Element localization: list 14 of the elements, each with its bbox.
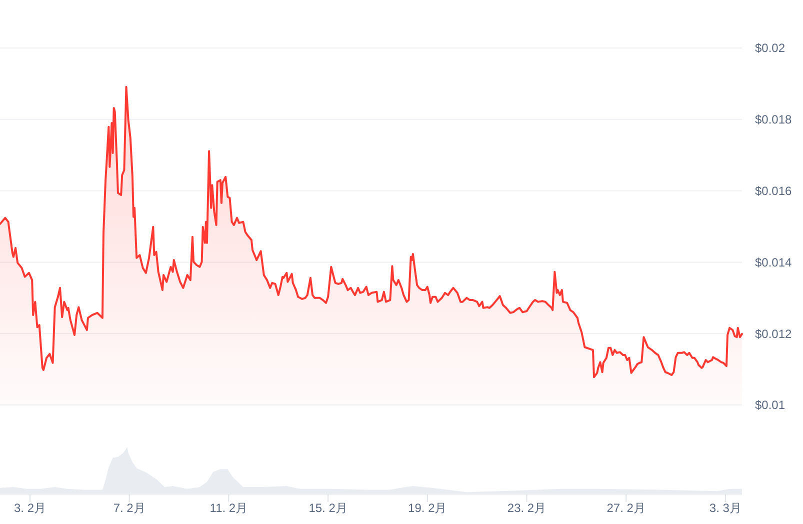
x-tick-label: 15. 2月 [308, 501, 348, 516]
y-tick-label: $0.018 [755, 112, 792, 127]
x-tick-label: 23. 2月 [507, 501, 546, 516]
x-tick-label: 11. 2月 [210, 501, 248, 516]
y-tick-label: $0.014 [755, 255, 792, 270]
y-tick-label: $0.02 [755, 41, 786, 56]
y-tick-label: $0.016 [755, 184, 792, 198]
y-tick-label: $0.01 [755, 398, 786, 412]
x-tick-label: 3. 2月 [14, 501, 46, 516]
x-tick-label: 19. 2月 [408, 501, 447, 516]
x-tick-label: 27. 2月 [606, 501, 646, 516]
x-tick-label: 7. 2月 [113, 501, 146, 516]
y-tick-label: $0.012 [755, 326, 792, 341]
x-tick-label: 3. 3月 [709, 501, 742, 516]
